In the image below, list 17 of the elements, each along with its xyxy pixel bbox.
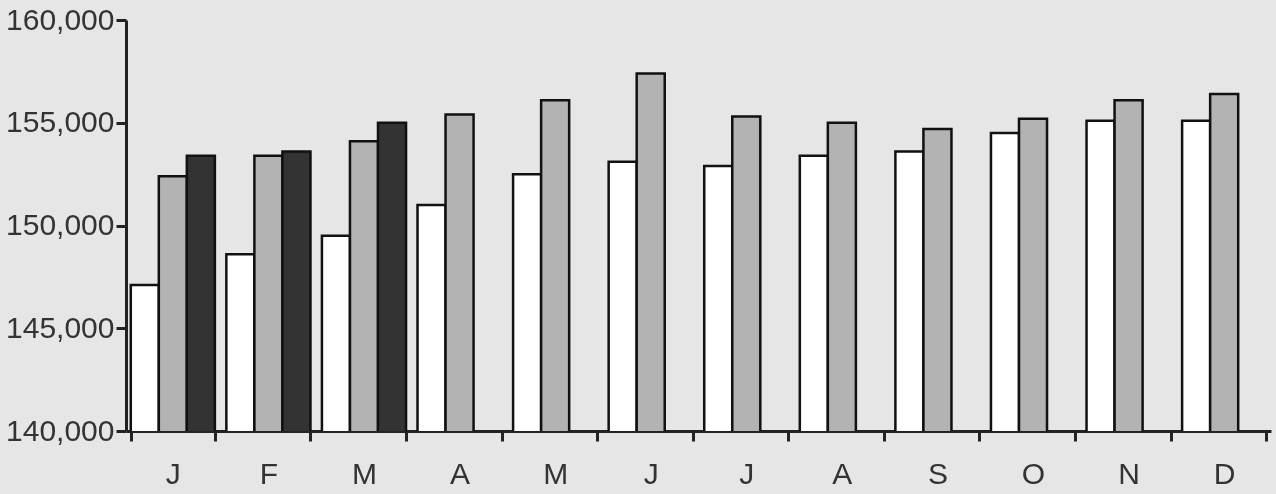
y-tick-label: 155,000 bbox=[6, 105, 115, 139]
y-tick-label: 150,000 bbox=[6, 208, 115, 241]
x-tick-label: S bbox=[927, 456, 948, 490]
x-tick-label: A bbox=[832, 456, 853, 490]
y-tick-label: 160,000 bbox=[6, 2, 115, 36]
x-tick-label: A bbox=[450, 456, 471, 490]
x-tick-label: J bbox=[643, 456, 659, 490]
x-tick-label: M bbox=[543, 456, 569, 490]
x-tick-label: N bbox=[1118, 456, 1140, 490]
x-tick-label: D bbox=[1213, 456, 1236, 490]
x-tick-label: F bbox=[259, 456, 279, 490]
y-tick-label: 145,000 bbox=[6, 310, 115, 344]
x-tick-label: J bbox=[165, 456, 181, 490]
y-tick-label: 140,000 bbox=[6, 413, 115, 447]
x-tick-label: M bbox=[351, 456, 377, 490]
x-tick-label: O bbox=[1021, 456, 1046, 490]
x-tick-label: J bbox=[739, 456, 755, 490]
